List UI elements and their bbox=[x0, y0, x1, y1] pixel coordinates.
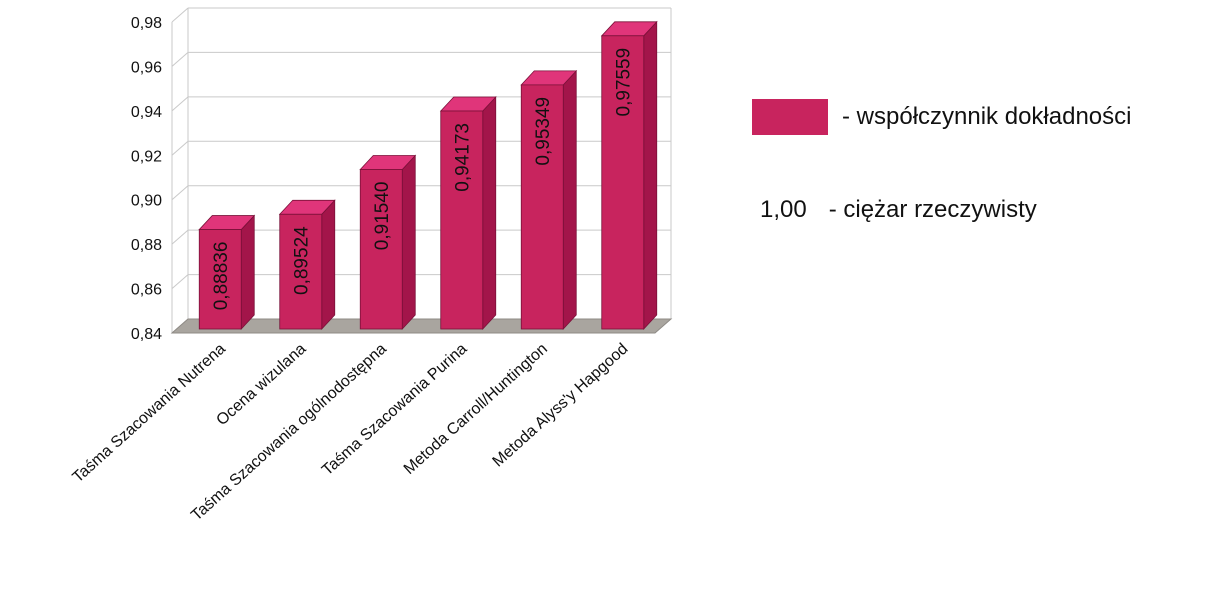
bar-side bbox=[321, 199, 336, 331]
data-label: 0,97559 bbox=[614, 48, 635, 117]
legend-weight-value: 1,00 bbox=[760, 196, 807, 223]
x-tick-label: Taśma Szacowania Purina bbox=[319, 340, 471, 479]
gridline-side bbox=[171, 229, 189, 245]
bar-front bbox=[601, 35, 645, 330]
bar bbox=[278, 199, 336, 331]
data-label: 0,88836 bbox=[211, 242, 232, 311]
bar-front bbox=[279, 213, 323, 330]
bar-side bbox=[643, 20, 658, 331]
legend-series-entry: - współczynnik dokładności bbox=[752, 98, 1131, 136]
bar-side bbox=[482, 95, 497, 331]
legend-weight-label: - ciężar rzeczywisty bbox=[828, 196, 1037, 223]
gridline-side bbox=[171, 274, 189, 289]
x-tick-label: Taśma Szacowania Nutrena bbox=[70, 340, 229, 486]
gridline-side bbox=[171, 140, 189, 156]
bar-front bbox=[520, 84, 564, 330]
legend-swatch bbox=[752, 99, 828, 135]
y-tick-label: 0,84 bbox=[131, 326, 162, 343]
data-label: 0,91540 bbox=[372, 182, 393, 251]
bar-side bbox=[562, 69, 577, 331]
y-tick-label: 0,98 bbox=[131, 15, 162, 32]
bar bbox=[520, 69, 578, 331]
bar bbox=[600, 20, 658, 331]
data-label: 0,94173 bbox=[453, 123, 474, 192]
gridline-side bbox=[171, 52, 189, 67]
bar-front bbox=[440, 110, 484, 330]
bar bbox=[198, 214, 256, 331]
legend-series-label: - współczynnik dokładności bbox=[842, 103, 1132, 130]
y-tick-label: 0,88 bbox=[131, 237, 162, 254]
gridline-side bbox=[171, 96, 189, 112]
y-tick-label: 0,92 bbox=[131, 148, 162, 165]
data-label: 0,89524 bbox=[292, 226, 313, 295]
y-tick-label: 0,86 bbox=[131, 282, 162, 299]
data-label: 0,95349 bbox=[533, 97, 554, 166]
y-tick-label: 0,94 bbox=[131, 104, 162, 121]
bar bbox=[359, 154, 417, 331]
gridline-side bbox=[171, 185, 189, 201]
y-tick-label: 0,96 bbox=[131, 59, 162, 76]
x-tick-label: Metoda Carroll/Huntington bbox=[401, 340, 551, 478]
y-tick-label: 0,90 bbox=[131, 193, 162, 210]
x-tick-label: Metoda Alyss'y Hapgood bbox=[490, 340, 632, 470]
bar-side bbox=[401, 154, 416, 331]
bar-front bbox=[198, 229, 242, 330]
bar-front bbox=[359, 169, 403, 330]
bar-side bbox=[240, 214, 255, 331]
legend-weight-entry: 1,00 - ciężar rzeczywisty bbox=[760, 194, 1037, 226]
bar bbox=[439, 95, 497, 331]
gridline-side bbox=[171, 7, 189, 23]
